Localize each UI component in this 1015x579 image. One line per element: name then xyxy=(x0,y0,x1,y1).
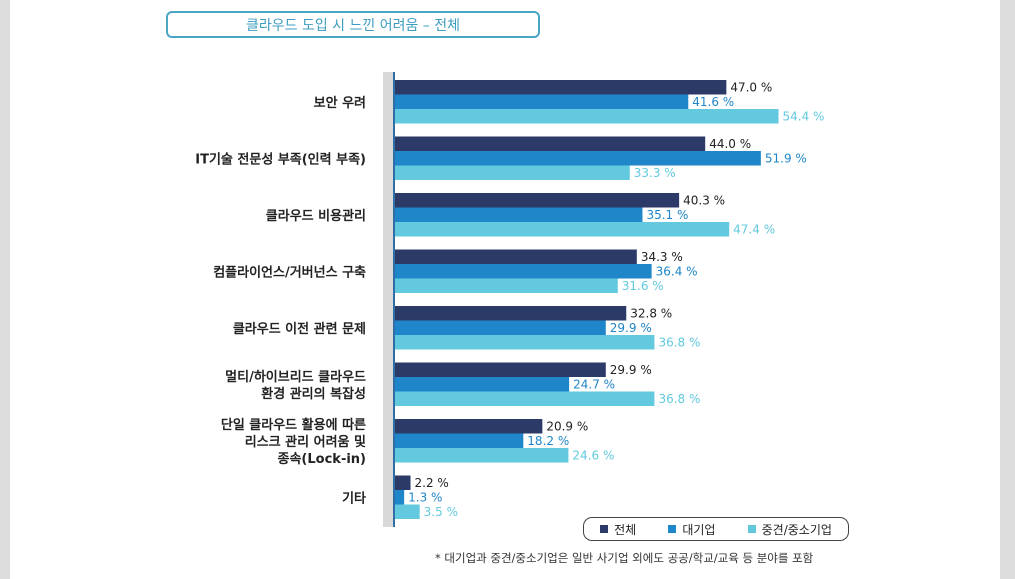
legend-swatch-sme xyxy=(747,525,756,533)
bar xyxy=(395,249,637,264)
category-label: 기타 xyxy=(342,490,366,506)
bar xyxy=(395,151,761,166)
data-label: 41.6 % xyxy=(692,95,734,109)
data-label: 44.0 % xyxy=(709,137,751,151)
footnote: * 대기업과 중견/중소기업은 일반 사기업 외에도 공공/학교/교육 등 분야… xyxy=(435,551,814,565)
legend-item-sme: 중견/중소기업 xyxy=(747,521,832,538)
data-label: 2.2 % xyxy=(415,476,449,490)
legend-item-large: 대기업 xyxy=(668,521,715,538)
legend-label-sme: 중견/중소기업 xyxy=(761,522,832,537)
category-label: 환경 관리의 복잡성 xyxy=(261,386,366,402)
category-label: 보안 우려 xyxy=(314,95,366,111)
category-label: 클라우드 비용관리 xyxy=(266,208,366,224)
data-label: 51.9 % xyxy=(765,151,807,165)
category-label: 단일 클라우드 활용에 따른 xyxy=(221,417,366,433)
bar xyxy=(395,165,630,180)
category-label: IT기술 전문성 부족(인력 부족) xyxy=(195,151,366,167)
legend-swatch-large xyxy=(668,525,677,533)
bar xyxy=(395,448,569,463)
bar xyxy=(395,222,730,237)
bar xyxy=(395,109,779,124)
data-label: 29.9 % xyxy=(610,321,652,335)
data-label: 3.5 % xyxy=(424,505,458,519)
bar xyxy=(395,377,570,392)
data-label: 35.1 % xyxy=(646,208,688,222)
data-label: 34.3 % xyxy=(641,250,683,264)
data-label: 33.3 % xyxy=(634,166,676,180)
bar xyxy=(395,207,643,222)
legend-swatch-total xyxy=(600,525,609,533)
data-label: 29.9 % xyxy=(610,363,652,377)
category-label: 리스크 관리 어려움 및 xyxy=(245,434,366,450)
data-label: 36.4 % xyxy=(656,264,698,278)
data-label: 36.8 % xyxy=(658,335,700,349)
chart-title: 클라우드 도입 시 느낀 어려움 – 전체 xyxy=(166,11,540,38)
category-label: 종속(Lock-in) xyxy=(278,452,366,467)
bar xyxy=(395,320,606,335)
legend-item-total: 전체 xyxy=(600,521,636,538)
legend-label-total: 전체 xyxy=(614,522,637,537)
bar xyxy=(395,136,706,151)
data-label: 24.6 % xyxy=(572,448,614,462)
bar xyxy=(395,475,411,490)
legend: 전체 대기업 중견/중소기업 xyxy=(583,517,849,541)
data-label: 40.3 % xyxy=(683,193,725,207)
legend-label-large: 대기업 xyxy=(682,522,716,537)
bar xyxy=(395,335,655,350)
page: 클라우드 도입 시 느낀 어려움 – 전체 보안 우려 IT기술 전문성 부족(인… xyxy=(10,0,1000,579)
bar-chart: 보안 우려 IT기술 전문성 부족(인력 부족) 클라우드 비용관리컴플라이언스/거… xyxy=(195,72,825,527)
bar xyxy=(395,94,689,109)
bar xyxy=(395,193,680,208)
data-label: 54.4 % xyxy=(783,109,825,123)
bar xyxy=(395,80,727,95)
data-label: 31.6 % xyxy=(622,279,664,293)
bar xyxy=(395,504,420,519)
data-label: 20.9 % xyxy=(546,419,588,433)
data-label: 32.8 % xyxy=(630,306,672,320)
data-label: 47.0 % xyxy=(730,80,772,94)
bar xyxy=(395,264,652,279)
bar xyxy=(395,278,618,293)
bar xyxy=(395,419,543,434)
data-label: 47.4 % xyxy=(733,222,775,236)
category-label: 클라우드 이전 관련 문제 xyxy=(233,321,366,337)
data-label: 18.2 % xyxy=(527,434,569,448)
data-label: 36.8 % xyxy=(658,392,700,406)
axis-shade xyxy=(383,72,393,527)
category-label: 컴플라이언스/거버넌스 구축 xyxy=(213,264,366,280)
bar xyxy=(395,490,405,505)
bar xyxy=(395,391,655,406)
bar xyxy=(395,362,606,377)
category-label: 멀티/하이브리드 클라우드 xyxy=(225,369,366,385)
bar xyxy=(395,433,524,448)
bar xyxy=(395,306,627,321)
data-label: 24.7 % xyxy=(573,377,615,391)
data-label: 1.3 % xyxy=(408,490,442,504)
